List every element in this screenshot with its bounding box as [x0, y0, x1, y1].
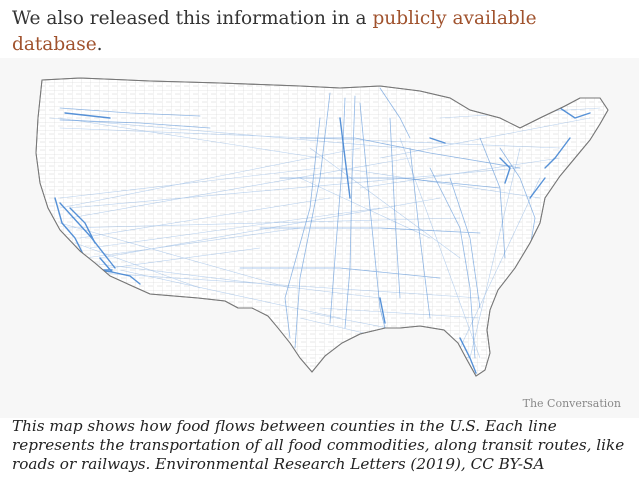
- food-flow-map-figure: The Conversation: [0, 58, 639, 418]
- us-coastline: [35, 77, 609, 377]
- database-link[interactable]: publicly available database: [12, 8, 537, 55]
- county-borders: [36, 78, 608, 376]
- food-flow-map: [35, 77, 609, 377]
- intro-paragraph: We also released this information in a p…: [12, 6, 632, 58]
- intro-period: .: [96, 34, 103, 55]
- figure-caption: This map shows how food flows between co…: [12, 417, 625, 473]
- food-flow-lines: [49, 87, 601, 374]
- image-credit: The Conversation: [522, 397, 621, 410]
- intro-text: We also released this information in a: [12, 8, 373, 29]
